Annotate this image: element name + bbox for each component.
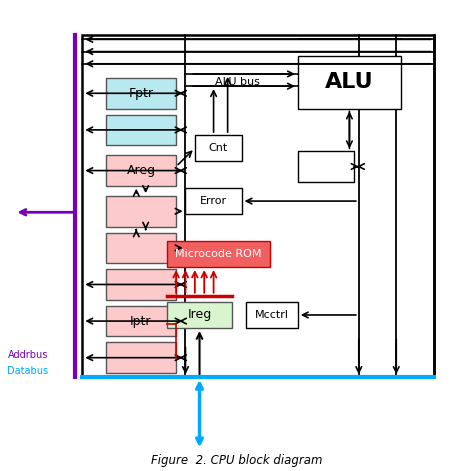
Text: ALU bus: ALU bus xyxy=(215,77,259,87)
Text: Mcctrl: Mcctrl xyxy=(255,310,289,320)
Bar xyxy=(106,306,176,336)
Text: Ireg: Ireg xyxy=(187,309,212,322)
Bar xyxy=(82,35,434,377)
Bar xyxy=(106,114,176,145)
Text: Microcode ROM: Microcode ROM xyxy=(175,249,262,259)
Text: Addrbus: Addrbus xyxy=(8,349,48,360)
Bar xyxy=(106,78,176,108)
Bar xyxy=(106,233,176,263)
Bar xyxy=(185,188,242,214)
Bar xyxy=(106,269,176,300)
Bar xyxy=(167,302,232,328)
Text: Iptr: Iptr xyxy=(130,315,152,327)
Bar xyxy=(298,56,401,108)
Bar xyxy=(195,135,242,162)
Text: Fptr: Fptr xyxy=(128,87,154,100)
Bar xyxy=(298,151,354,182)
Text: Figure  2. CPU block diagram: Figure 2. CPU block diagram xyxy=(151,454,323,467)
Bar xyxy=(167,241,270,267)
Bar xyxy=(106,342,176,373)
Bar xyxy=(246,302,298,328)
Text: Error: Error xyxy=(200,196,227,206)
Text: Cnt: Cnt xyxy=(209,143,228,153)
Text: Databus: Databus xyxy=(8,366,49,376)
Bar xyxy=(106,196,176,227)
Bar xyxy=(106,155,176,186)
Text: ALU: ALU xyxy=(325,72,374,92)
Text: Areg: Areg xyxy=(127,164,155,177)
